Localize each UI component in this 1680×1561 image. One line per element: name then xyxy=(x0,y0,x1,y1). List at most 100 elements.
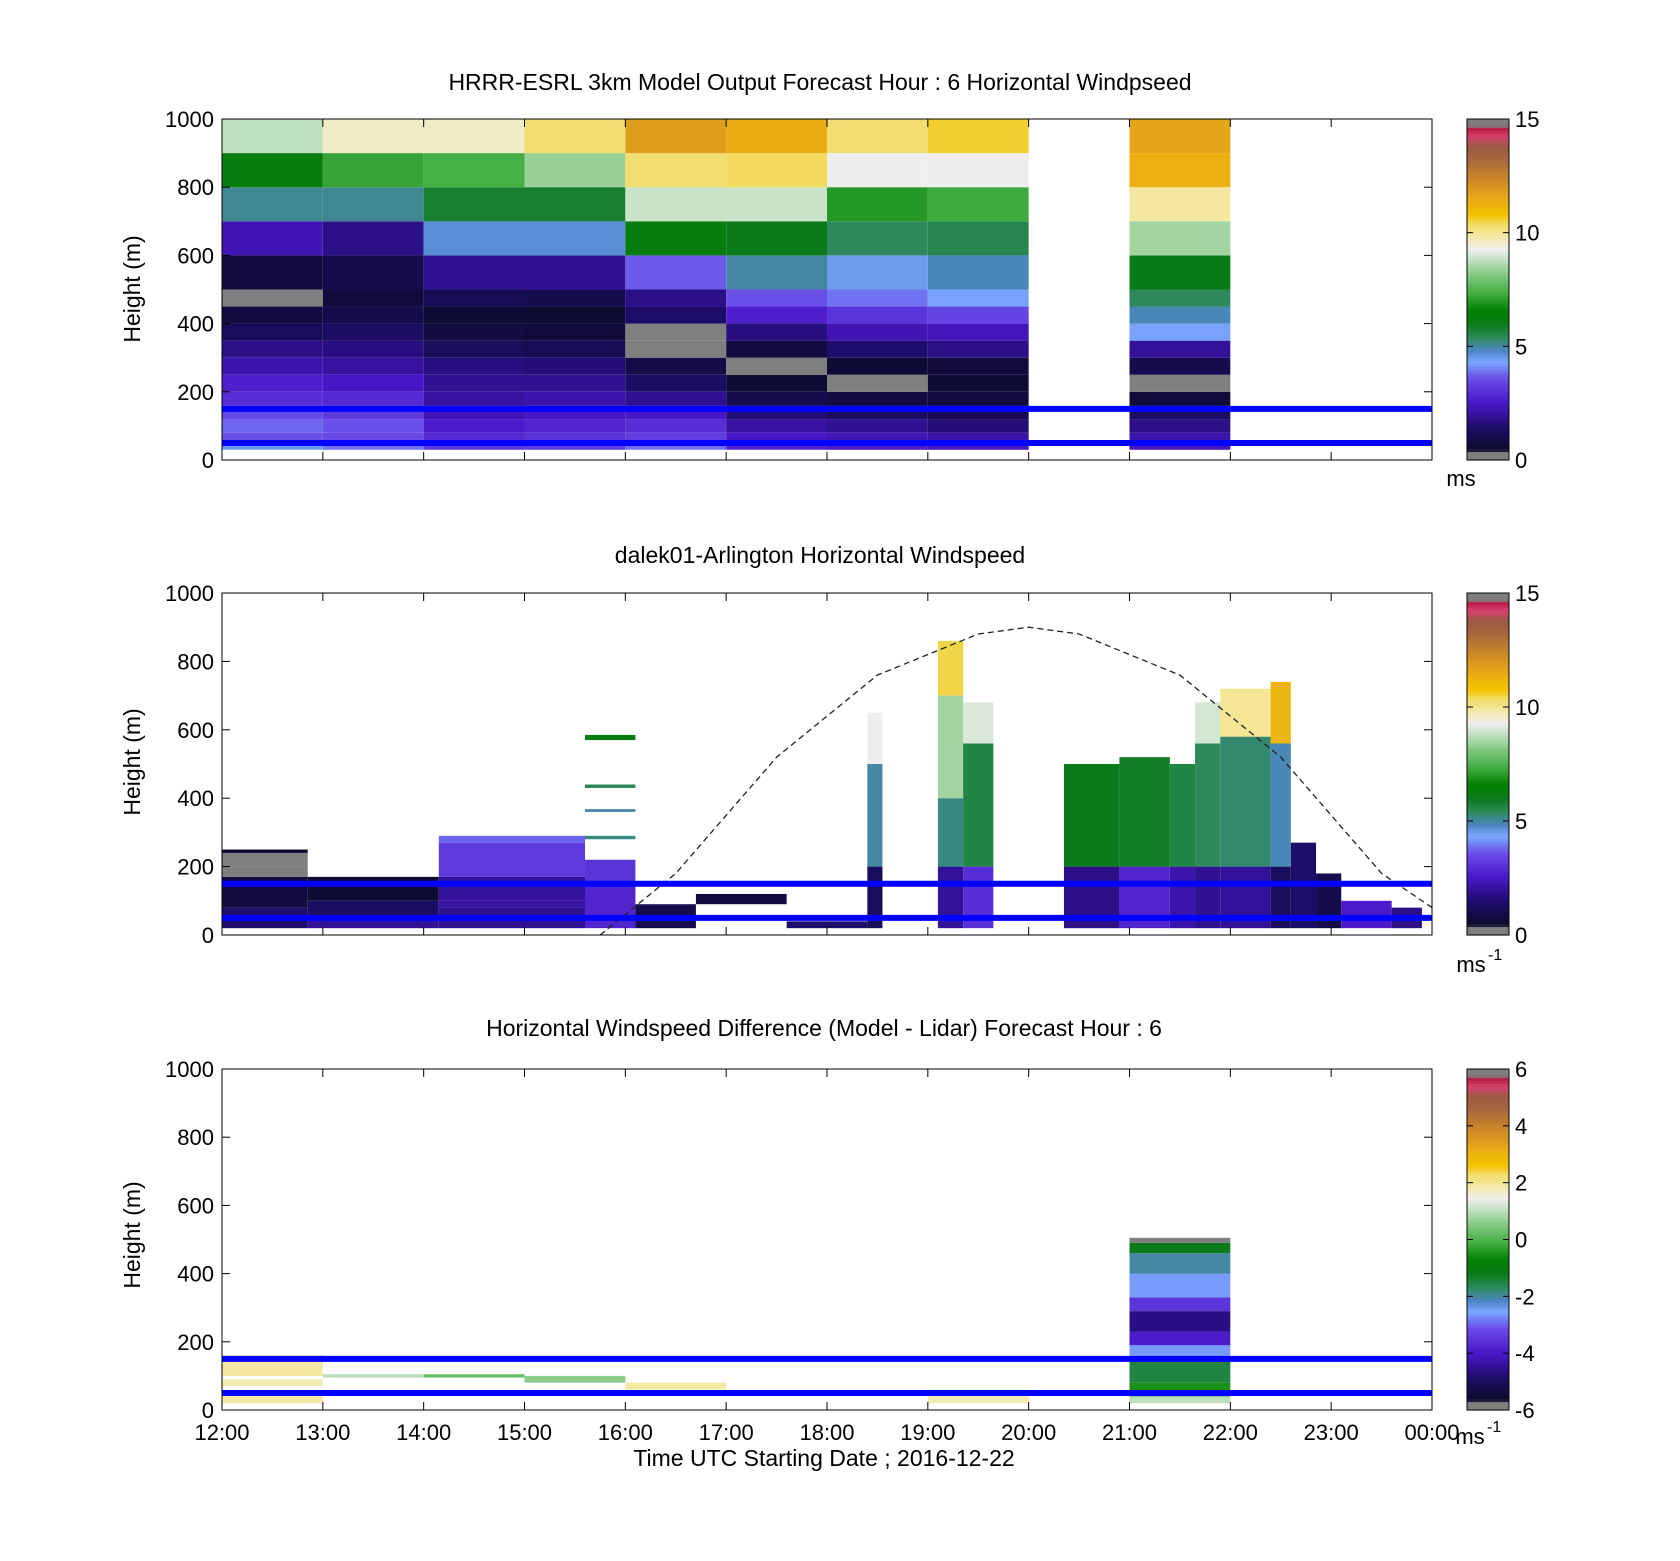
x-tick-label: 17:00 xyxy=(699,1420,754,1445)
colorbar-segment xyxy=(1467,687,1509,691)
colorbar-segment xyxy=(1467,832,1509,836)
colorbar-segment xyxy=(1467,155,1509,160)
heatmap-cell xyxy=(322,187,424,222)
colorbar-segment xyxy=(1467,280,1509,285)
colorbar-segment xyxy=(1467,726,1509,731)
heatmap-cell xyxy=(625,357,727,375)
panel-lidar: dalek01-Arlington Horizontal Windspeed H… xyxy=(119,542,1539,977)
colorbar-segment xyxy=(1467,187,1509,191)
colorbar-segment xyxy=(1467,303,1509,308)
colorbar-segment xyxy=(1467,352,1509,356)
colorbar-segment xyxy=(1467,172,1509,177)
colorbar-segment xyxy=(1467,1208,1509,1212)
colorbar-segment xyxy=(1467,263,1509,268)
colorbar-segment xyxy=(1467,681,1509,685)
colorbar-segment xyxy=(1467,354,1509,359)
colorbar-segment xyxy=(1467,926,1509,930)
heatmap-cell xyxy=(222,119,323,154)
panel-lidar-title: dalek01-Arlington Horizontal Windspeed xyxy=(615,542,1025,568)
colorbar-segment xyxy=(1467,241,1509,245)
heatmap-cell xyxy=(927,391,1029,406)
colorbar-segment xyxy=(1467,326,1509,330)
colorbar-segment xyxy=(1467,1290,1509,1295)
model-overlays xyxy=(222,405,1432,446)
heatmap-cell xyxy=(438,876,585,901)
colorbar-segment xyxy=(1467,647,1509,651)
heatmap-cell xyxy=(322,119,424,154)
colorbar-segment xyxy=(1467,300,1509,305)
colorbar-segment xyxy=(1467,823,1509,828)
heatmap-cell xyxy=(1129,1237,1231,1243)
heatmap-cell xyxy=(524,432,626,443)
colorbar-segment xyxy=(1467,178,1509,183)
y-tick-label: 400 xyxy=(177,1262,214,1287)
x-tick-label: 13:00 xyxy=(295,1420,350,1445)
colorbar-segment xyxy=(1467,1356,1509,1360)
heatmap-cell xyxy=(322,340,424,358)
heatmap-cell xyxy=(927,432,1029,443)
colorbar-segment xyxy=(1467,275,1509,279)
colorbar-segment xyxy=(1467,121,1509,126)
colorbar-segment xyxy=(1467,1222,1509,1226)
heatmap-cell xyxy=(423,340,525,358)
panel-model-ylabel: Height (m) xyxy=(119,235,145,342)
colorbar-segment xyxy=(1467,1276,1509,1280)
colorbar-segment xyxy=(1467,181,1509,185)
colorbar-segment xyxy=(1467,198,1509,203)
colorbar-tick-label: 10 xyxy=(1515,695,1539,720)
colorbar-segment xyxy=(1467,1228,1509,1232)
heatmap-cell xyxy=(322,442,424,450)
y-tick-label: 200 xyxy=(177,855,214,880)
colorbar-segment xyxy=(1467,1202,1509,1206)
colorbar-segment xyxy=(1467,786,1509,791)
colorbar-segment xyxy=(1467,150,1509,154)
colorbar-segment xyxy=(1467,1316,1509,1320)
colorbar-segment xyxy=(1467,1310,1509,1314)
heatmap-cell xyxy=(322,419,424,433)
colorbar-segment xyxy=(1467,369,1509,373)
colorbar-segment xyxy=(1467,1248,1509,1252)
y-tick-label: 600 xyxy=(177,243,214,268)
colorbar-segment xyxy=(1467,601,1509,605)
heatmap-cell xyxy=(1341,900,1392,929)
heatmap-cell xyxy=(867,764,883,867)
colorbar-segment xyxy=(1467,400,1509,404)
colorbar-segment xyxy=(1467,1219,1509,1224)
colorbar-segment xyxy=(1467,434,1509,438)
heatmap-cell xyxy=(625,432,727,443)
colorbar-segment xyxy=(1467,1103,1509,1107)
colorbar-segment xyxy=(1467,246,1509,251)
lidar-colorbar: 0 5 10 15 xyxy=(1466,581,1539,948)
colorbar-segment xyxy=(1467,380,1509,384)
colorbar-segment xyxy=(1467,1273,1509,1278)
colorbar-segment xyxy=(1467,610,1509,614)
heatmap-cell xyxy=(625,1382,727,1390)
heatmap-cell xyxy=(423,323,525,341)
colorbar-segment xyxy=(1467,315,1509,319)
heatmap-cell xyxy=(695,893,787,905)
heatmap-cell xyxy=(307,917,439,929)
colorbar-tick-label: 15 xyxy=(1515,107,1539,132)
heatmap-cell xyxy=(726,432,827,443)
colorbar-segment xyxy=(1467,1353,1509,1357)
colorbar-segment xyxy=(1467,363,1509,367)
colorbar-segment xyxy=(1467,872,1509,876)
colorbar-segment xyxy=(1467,840,1509,845)
heatmap-cell xyxy=(937,695,964,799)
colorbar-segment xyxy=(1467,1250,1509,1255)
heatmap-cell xyxy=(625,187,727,222)
colorbar-segment xyxy=(1467,317,1509,322)
heatmap-cell xyxy=(524,255,626,290)
colorbar-segment xyxy=(1467,323,1509,328)
colorbar-segment xyxy=(1467,1259,1509,1263)
colorbar-segment xyxy=(1467,153,1509,157)
heatmap-cell xyxy=(423,419,525,433)
colorbar-segment xyxy=(1467,661,1509,665)
colorbar-segment xyxy=(1467,1253,1509,1258)
heatmap-cell xyxy=(524,374,626,392)
colorbar-segment xyxy=(1467,329,1509,333)
colorbar-segment xyxy=(1467,880,1509,885)
panel-diff-xlabel: Time UTC Starting Date ; 2016-12-22 xyxy=(633,1445,1014,1471)
colorbar-segment xyxy=(1467,615,1509,620)
colorbar-segment xyxy=(1467,1134,1509,1138)
